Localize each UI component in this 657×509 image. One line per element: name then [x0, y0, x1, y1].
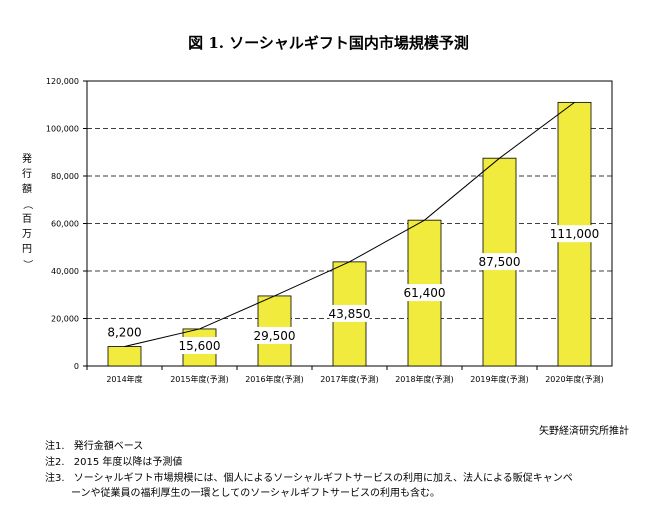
x-tick-label: 2015年度(予測): [170, 374, 229, 384]
data-label-box: [104, 323, 145, 341]
data-label: 8,200: [107, 326, 141, 340]
chart-title: 図 1. ソーシャルギフト国内市場規模予測: [188, 34, 469, 52]
data-label-box: [550, 225, 599, 243]
x-tick-label: 2019年度(予測): [470, 374, 529, 384]
y-tick-label: 0: [74, 362, 79, 371]
x-tick-label: 2020年度(予測): [545, 374, 604, 384]
y-tick-label: 120,000: [46, 77, 79, 86]
note-1: 注1. 発行金額ベース: [45, 437, 143, 452]
y-tick-label: 20,000: [51, 315, 79, 324]
source-note: 矢野経済研究所推計: [539, 426, 629, 437]
note-3-continuation: ーンや従業員の福利厚生の一環としてのソーシャルギフトサービスの利用も含む。: [71, 488, 440, 499]
data-label-box: [479, 253, 520, 271]
y-tick-label: 80,000: [51, 172, 79, 181]
data-label: 15,600: [179, 339, 221, 353]
note-3-label: 注3.: [45, 473, 65, 484]
note-3-text: ソーシャルギフト市場規模には、個人によるソーシャルギフトサービスの利用に加え、法…: [73, 473, 573, 484]
data-label: 43,850: [329, 307, 371, 321]
data-label: 111,000: [550, 227, 600, 241]
data-label-box: [329, 304, 370, 322]
bar-chart: 0 20,000 40,000 60,000 80,000 100,000 120,000 2…: [46, 77, 613, 384]
data-label: 61,400: [404, 286, 446, 300]
y-tick-label: 60,000: [51, 220, 79, 229]
data-label: 87,500: [479, 255, 521, 269]
note-2: 注2. 2015 年度以降は予測値: [45, 453, 182, 468]
data-label-box: [179, 337, 220, 354]
note-2-text: 2015 年度以降は予測値: [73, 457, 183, 468]
note-1-text: 発行金額ベース: [73, 441, 144, 452]
x-tick-label: 2016年度(予測): [245, 374, 304, 384]
data-label-box: [254, 326, 295, 344]
x-tick-label: 2017年度(予測): [320, 374, 379, 384]
x-tick-label: 2014年度: [106, 374, 142, 384]
note-1-label: 注1.: [45, 441, 65, 452]
data-label: 29,500: [254, 329, 296, 343]
y-tick-label: 100,000: [46, 125, 79, 134]
y-tick-label: 40,000: [51, 267, 79, 276]
note-3: 注3. ソーシャルギフト市場規模には、個人によるソーシャルギフトサービスの利用に…: [45, 469, 573, 484]
bar: [107, 346, 142, 367]
data-label-box: [404, 284, 445, 302]
trend-line: [124, 101, 575, 348]
x-tick-label: 2018年度(予測): [395, 374, 454, 384]
note-2-label: 注2.: [45, 457, 65, 468]
y-axis-label: 発行額（百万円）: [21, 154, 33, 270]
